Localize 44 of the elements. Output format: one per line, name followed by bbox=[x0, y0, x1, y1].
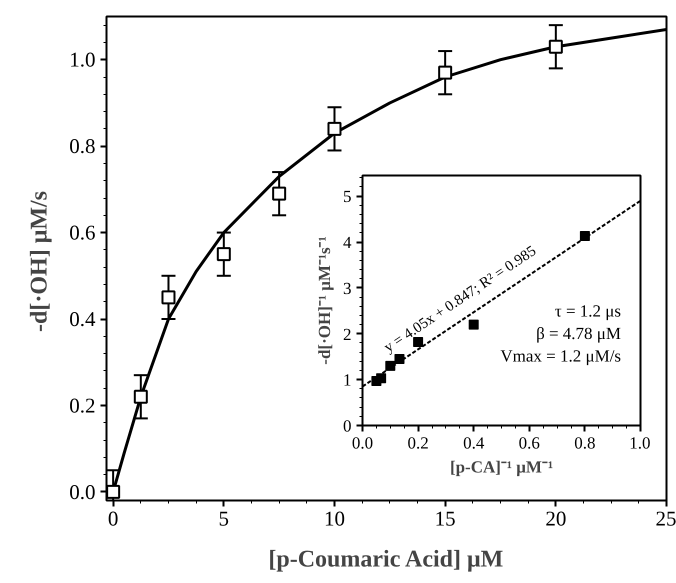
x-tick-label: 25 bbox=[656, 506, 676, 530]
y-tick-label: 0.8 bbox=[69, 134, 96, 158]
y-axis-title: -d[·OH]⁻¹ μM⁻¹s⁻¹ bbox=[315, 236, 334, 365]
y-tick-label: 0.4 bbox=[69, 307, 96, 331]
point bbox=[106, 484, 120, 499]
point bbox=[385, 360, 396, 371]
x-tick-label: 0.2 bbox=[407, 434, 429, 452]
point bbox=[413, 337, 424, 348]
y-tick-label: 2 bbox=[343, 324, 352, 344]
y-tick-label: 1.0 bbox=[69, 48, 96, 72]
x-tick-label: 15 bbox=[434, 506, 456, 530]
x-tick-label: 0.6 bbox=[518, 434, 540, 452]
x-tick-label: 0 bbox=[108, 506, 118, 530]
x-axis-title: [p-CA]⁻¹ μM⁻¹ bbox=[450, 458, 554, 476]
y-tick-label: 4 bbox=[343, 233, 352, 252]
annotation: Vmax = 1.2 μM/s bbox=[500, 346, 622, 366]
x-tick-label: 0.4 bbox=[463, 434, 485, 452]
point bbox=[438, 66, 452, 80]
point bbox=[548, 40, 563, 54]
x-axis-title: [p-Coumaric Acid] μM bbox=[268, 546, 504, 572]
y-tick-label: 0.6 bbox=[69, 220, 96, 245]
x-tick-label: 5 bbox=[218, 506, 230, 530]
y-axis-title: -d[·OH] μM/s bbox=[26, 191, 52, 332]
y-tick-label: 1 bbox=[343, 370, 352, 390]
point bbox=[327, 122, 342, 136]
point bbox=[134, 390, 148, 404]
point bbox=[161, 290, 176, 304]
point bbox=[468, 320, 479, 330]
y-tick-label: 0 bbox=[343, 416, 352, 436]
x-tick-label: 10 bbox=[324, 506, 345, 530]
y-tick-label: 3 bbox=[343, 278, 352, 298]
x-tick-label: 20 bbox=[545, 506, 566, 530]
point bbox=[216, 247, 231, 262]
x-tick-label: 1.0 bbox=[629, 434, 650, 452]
point bbox=[394, 354, 404, 364]
point bbox=[580, 231, 590, 242]
annotation: β = 4.78 μM bbox=[536, 324, 622, 343]
point bbox=[376, 373, 386, 384]
y-tick-label: 0.0 bbox=[69, 480, 96, 504]
y-tick-label: 5 bbox=[343, 187, 352, 206]
point bbox=[272, 186, 286, 201]
annotation: τ = 1.2 μs bbox=[554, 302, 622, 320]
y-tick-label: 0.2 bbox=[69, 393, 96, 418]
x-tick-label: 0.8 bbox=[574, 434, 596, 452]
